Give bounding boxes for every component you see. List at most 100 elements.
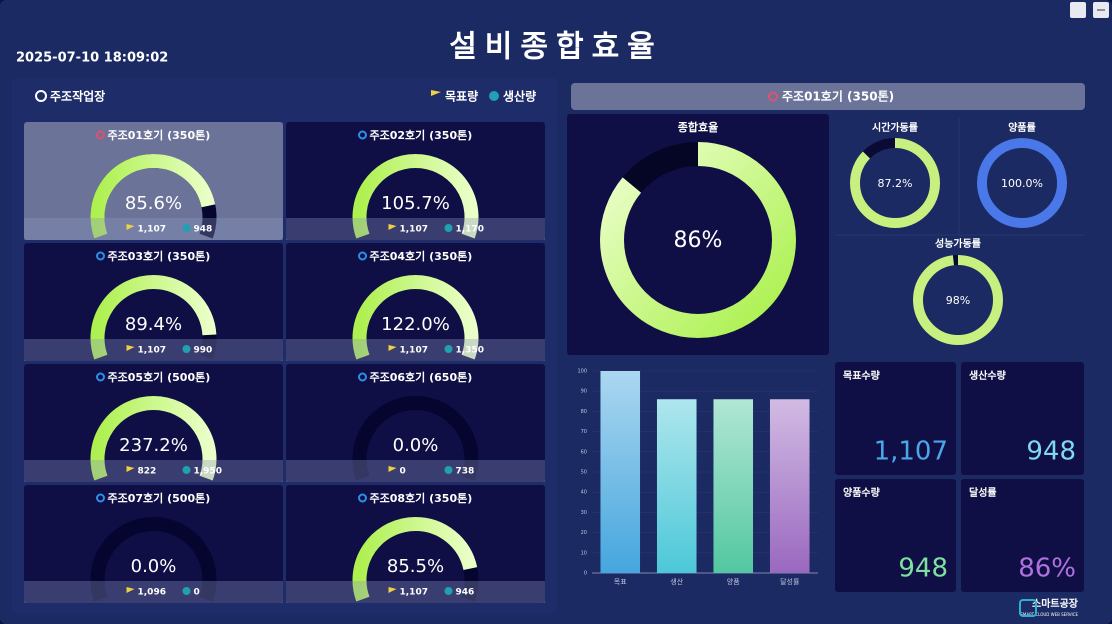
legend-production: 생산량 (503, 89, 536, 104)
production-icon (182, 587, 191, 595)
rate-label: 122.0% (381, 314, 450, 335)
flag-icon (126, 587, 135, 593)
production-value: 1,350 (456, 346, 484, 356)
production-icon (444, 466, 453, 474)
datetime: 2025-07-10 18:09:02 (16, 51, 168, 66)
machine-card[interactable] (286, 485, 545, 603)
x-tick-label: 양품 (727, 578, 740, 586)
machine-name: 주조03호기 (350톤) (108, 249, 211, 263)
y-tick-label: 50 (581, 470, 587, 476)
status-icon (358, 372, 367, 382)
detail-header[interactable] (571, 83, 1085, 110)
y-tick-label: 60 (581, 449, 587, 455)
card-footer (286, 460, 545, 482)
kpi-card (835, 362, 956, 475)
ring-label: 87.2% (878, 177, 913, 190)
status-icon (96, 493, 105, 503)
production-value: 1,170 (456, 225, 484, 235)
flag-icon (431, 90, 441, 96)
production-icon (444, 345, 453, 353)
flag-icon (126, 466, 135, 472)
y-tick-label: 40 (581, 490, 587, 496)
machine-name: 주조06호기 (650톤) (370, 370, 473, 384)
production-icon (444, 224, 453, 232)
machine-card[interactable] (286, 364, 545, 482)
gauge-arc (352, 517, 479, 602)
status-icon (768, 91, 778, 102)
status-icon (358, 130, 367, 140)
y-tick-label: 80 (581, 409, 587, 415)
y-tick-label: 90 (581, 389, 587, 395)
production-value: 738 (456, 467, 475, 477)
machine-name: 주조04호기 (350톤) (370, 249, 473, 263)
machine-name: 주조05호기 (500톤) (108, 370, 211, 384)
kpi-title: 생산수량 (969, 369, 1007, 382)
gauge-arc (90, 396, 217, 481)
y-tick-label: 10 (581, 550, 587, 556)
machine-card[interactable] (286, 243, 545, 361)
card-footer (286, 581, 545, 603)
rate-label: 85.6% (125, 193, 182, 214)
settings-button[interactable] (1070, 2, 1086, 18)
kpi-card (961, 479, 1084, 592)
y-tick-label: 30 (581, 510, 587, 516)
y-tick-label: 20 (581, 530, 587, 536)
production-value: 948 (194, 225, 213, 235)
kpi-value: 86% (1018, 554, 1076, 584)
target-value: 1,107 (138, 346, 166, 356)
bar-highlight (600, 371, 641, 573)
y-tick-label: 100 (577, 369, 587, 375)
kpi-title: 양품수량 (843, 487, 881, 499)
production-icon (444, 587, 453, 595)
machine-card[interactable] (286, 122, 545, 240)
card-footer (24, 581, 283, 603)
machine-card[interactable] (24, 485, 283, 603)
gauge-track (90, 517, 217, 602)
x-tick-label: 달성률 (780, 577, 800, 586)
flag-icon (388, 466, 397, 472)
rate-label: 0.0% (393, 435, 439, 456)
kpi-value: 1,107 (874, 437, 948, 467)
target-value: 1,107 (400, 346, 428, 356)
rate-label: 0.0% (131, 556, 177, 577)
production-value: 946 (456, 588, 475, 598)
kpi-value: 948 (1026, 437, 1076, 467)
kpi-card (835, 479, 956, 592)
bar-highlight (656, 399, 697, 573)
status-icon (358, 493, 367, 503)
logo-icon (1019, 599, 1037, 617)
flag-icon (388, 345, 397, 351)
status-icon (96, 130, 105, 140)
production-value: 1,950 (194, 467, 222, 477)
machine-card[interactable] (24, 122, 283, 240)
rate-label: 85.5% (387, 556, 444, 577)
flag-icon (388, 224, 397, 230)
ring-title: 양품률 (1008, 122, 1036, 134)
gauge-arc (352, 275, 479, 360)
target-value: 1,107 (400, 225, 428, 235)
bar-highlight (713, 399, 754, 573)
oee-title: 종합효율 (678, 120, 718, 134)
x-tick-label: 생산 (670, 577, 683, 586)
card-footer (286, 339, 545, 361)
target-value: 1,107 (400, 588, 428, 598)
detail-title: 주조01호기 (350톤) (782, 89, 894, 104)
machine-card[interactable] (24, 243, 283, 361)
ring-label: 86% (674, 228, 723, 253)
gauge-arc (90, 275, 217, 360)
ring-arc (850, 138, 940, 228)
card-footer (24, 339, 283, 361)
flag-icon (388, 587, 397, 593)
kpi-title: 목표수량 (843, 370, 881, 382)
logo-name: 스마트공장 (1032, 597, 1079, 610)
y-tick-label: 0 (584, 571, 587, 577)
production-icon (489, 91, 499, 101)
machine-card[interactable] (24, 364, 283, 482)
ring-label: 100.0% (1001, 177, 1043, 190)
ring-title: 시간가동률 (872, 121, 918, 134)
production-icon (182, 466, 191, 474)
x-tick-label: 목표 (614, 578, 627, 586)
kpi-value: 948 (898, 554, 948, 584)
machine-name: 주조08호기 (350톤) (370, 491, 473, 505)
